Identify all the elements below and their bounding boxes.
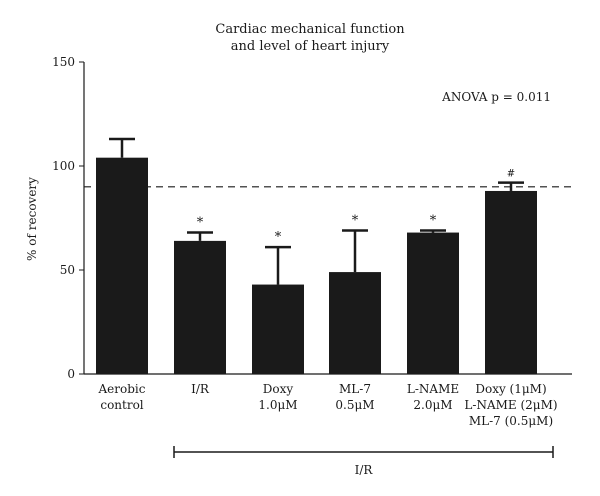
anova-annotation: ANOVA p = 0.011 — [441, 90, 551, 104]
y-axis-label: % of recovery — [25, 177, 39, 261]
bracket-label: I/R — [355, 463, 374, 477]
y-tick-label: 100 — [52, 159, 75, 173]
category-label: L-NAME — [407, 382, 459, 396]
chart-title-line-2: and level of heart injury — [231, 39, 390, 54]
category-label: 1.0μM — [258, 398, 297, 412]
bar — [485, 190, 537, 374]
y-tick-label: 0 — [67, 367, 75, 381]
category-label: control — [100, 398, 143, 412]
category-label: 2.0μM — [413, 398, 452, 412]
category-label: L-NAME (2μM) — [464, 398, 557, 412]
significance-marker: # — [507, 169, 515, 180]
significance-marker: * — [197, 216, 204, 231]
significance-marker: * — [430, 213, 437, 228]
category-label: Doxy (1μM) — [475, 382, 546, 396]
category-label: 0.5μM — [335, 398, 374, 412]
bar — [96, 157, 148, 374]
bar — [407, 232, 459, 374]
bar — [252, 284, 304, 374]
category-label: Aerobic — [98, 382, 146, 396]
category-label: ML-7 (0.5μM) — [469, 414, 553, 428]
category-label: ML-7 — [339, 382, 371, 396]
plot-area: 0 50 100 150 Aerobic control * I/R * Doxy 1.0μM * ML… — [52, 55, 572, 477]
chart-title-line-1: Cardiac mechanical function — [215, 22, 405, 37]
category-label: I/R — [191, 382, 210, 396]
significance-marker: * — [352, 213, 359, 228]
bar — [174, 240, 226, 374]
category-label: Doxy — [263, 382, 294, 396]
y-tick-label: 150 — [52, 55, 75, 69]
significance-marker: * — [275, 230, 282, 245]
bar — [329, 272, 381, 374]
y-tick-label: 50 — [60, 263, 75, 277]
